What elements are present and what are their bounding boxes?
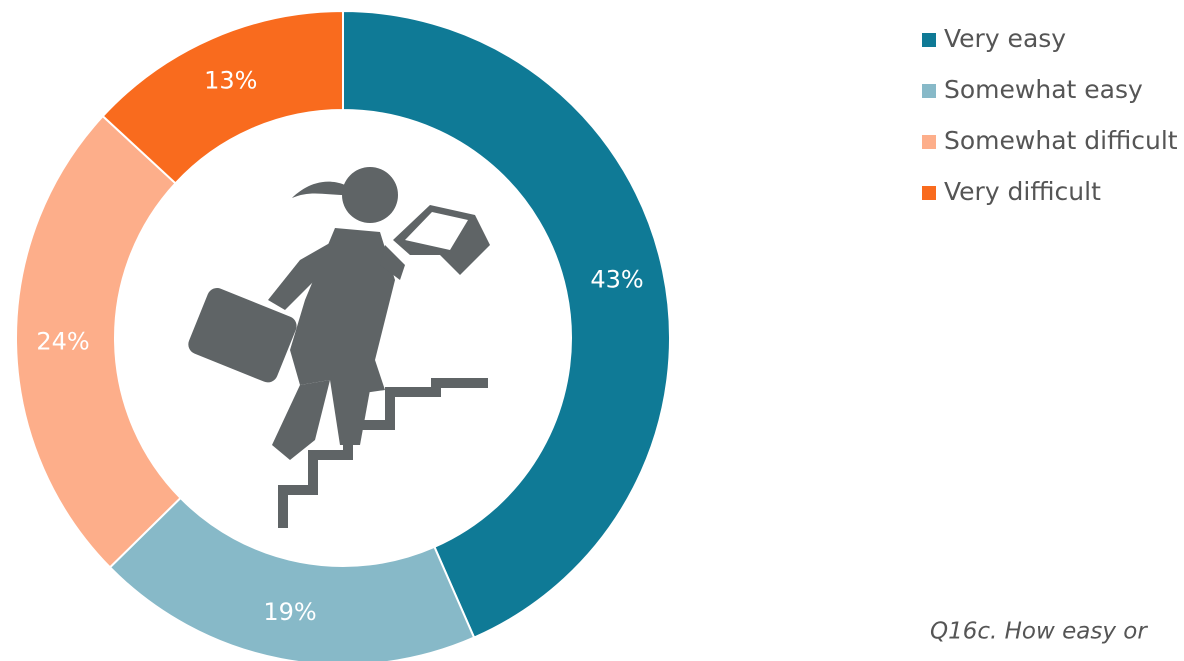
data-label: 24% bbox=[36, 327, 89, 355]
legend-swatch bbox=[922, 135, 936, 149]
legend-label: Somewhat difficult bbox=[944, 126, 1178, 155]
data-label: 19% bbox=[263, 598, 316, 626]
data-label: 43% bbox=[590, 266, 643, 294]
legend-label: Very easy bbox=[944, 24, 1066, 53]
slice bbox=[101, 9, 344, 185]
data-label: 13% bbox=[204, 66, 257, 94]
icon bbox=[188, 167, 490, 528]
legend-swatch bbox=[922, 33, 936, 47]
legend: Very easy Somewhat easy Somewhat difficult… bbox=[922, 24, 1178, 206]
legend-label: Somewhat easy bbox=[944, 75, 1143, 104]
legend-swatch bbox=[922, 84, 936, 98]
donut: 43% 19% 24% 13% bbox=[15, 9, 671, 661]
slice bbox=[108, 496, 476, 661]
legend-swatch bbox=[922, 186, 936, 200]
footnote: Q16c. How easy or bbox=[930, 619, 1148, 645]
legend-label: Very difficult bbox=[944, 177, 1101, 206]
slice bbox=[15, 114, 182, 569]
slice bbox=[342, 9, 671, 639]
